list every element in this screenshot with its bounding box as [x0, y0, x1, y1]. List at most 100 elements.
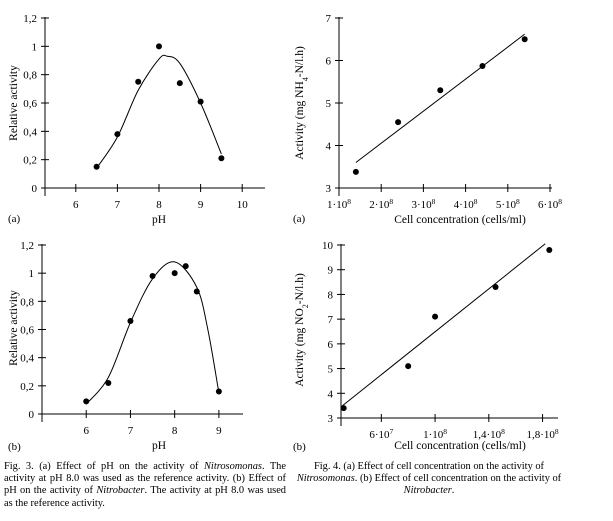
x-tick-label: 5·108 [496, 197, 520, 212]
y-tick-label: 0,8 [20, 296, 34, 308]
data-point [437, 87, 444, 94]
data-point [156, 43, 162, 50]
x-tick-label: 2·108 [369, 197, 393, 212]
data-point [546, 246, 553, 253]
x-axis-label: pH [152, 214, 166, 226]
y-tick-label: 0,8 [23, 70, 37, 82]
data-point [521, 36, 528, 43]
y-tick-label: 1 [29, 268, 35, 280]
data-point [93, 163, 100, 170]
x-tick-label: 9 [198, 199, 204, 211]
data-point [352, 168, 359, 175]
caption-organism: Nitrosomonas [296, 473, 355, 485]
regression-line [355, 33, 525, 163]
y-tick-label: 3 [326, 183, 332, 195]
x-tick-label: 3·108 [411, 197, 435, 212]
y-tick-label: 0,4 [20, 353, 34, 365]
y-tick-label: 4 [328, 388, 334, 400]
caption-text: . [451, 485, 455, 497]
y-tick-label: 1 [32, 41, 38, 53]
x-tick-label: 1·108 [327, 197, 351, 212]
y-tick-label: 0 [32, 183, 38, 195]
y-tick-label: 1,2 [20, 240, 34, 252]
y-tick-label: 0,6 [23, 98, 37, 110]
data-point [149, 272, 156, 279]
data-point [197, 98, 204, 105]
caption-text: Fig. 4. (a) Effect of cell concentration… [313, 461, 545, 472]
caption-organism: Nitrobacter [96, 485, 145, 497]
panel-label: (a) [8, 213, 21, 225]
x-tick-label: 9 [216, 425, 222, 437]
panel-label: (b) [8, 441, 21, 453]
x-tick-label: 1,8·108 [526, 427, 558, 442]
y-tick-label: 6 [326, 56, 332, 68]
data-point [176, 80, 183, 87]
data-point [215, 388, 222, 395]
caption-organism: Nitrosomonas [204, 461, 262, 472]
x-tick-label: 8 [172, 425, 178, 437]
data-point [193, 288, 200, 295]
x-tick-label: 8 [156, 199, 162, 211]
y-tick-label: 0,6 [20, 325, 34, 337]
y-tick-label: 0,4 [23, 126, 37, 138]
y-axis-label: Activity (mg NH4-N/l.h) [294, 46, 310, 160]
y-tick-label: 6 [328, 339, 334, 351]
data-point [395, 119, 402, 126]
data-point [105, 380, 112, 387]
x-tick-label: 4·108 [454, 197, 478, 212]
data-point [405, 363, 412, 370]
x-tick-label: 6·107 [369, 427, 393, 442]
y-tick-label: 5 [328, 364, 334, 376]
regression-line [340, 243, 546, 408]
y-tick-label: 10 [322, 240, 334, 252]
y-axis-label: Activity (mg NO2-N/l.h) [294, 273, 310, 387]
data-point [182, 263, 189, 270]
data-point [135, 78, 142, 85]
y-tick-label: 0 [29, 409, 35, 421]
y-tick-label: 9 [328, 265, 334, 277]
data-point [83, 398, 90, 405]
data-point [218, 155, 225, 162]
chart-fig3b: 0 0,2 0,4 0,6 0,8 1 1,2 6 7 8 9 pH Relative activity… [8, 240, 243, 453]
caption-text: Fig. 3. (a) Effect of pH on the activity… [4, 461, 204, 472]
y-tick-label: 5 [326, 98, 332, 110]
data-point [432, 313, 439, 320]
x-tick-label: 7 [115, 199, 121, 211]
x-tick-label: 6 [83, 425, 89, 437]
y-tick-label: 0,2 [20, 381, 34, 393]
x-tick-label: 7 [128, 425, 134, 437]
data-point [127, 318, 134, 325]
figure-3-caption: Fig. 3. (a) Effect of pH on the activity… [4, 461, 286, 510]
y-axis-label: Relative activity [8, 65, 20, 141]
x-axis-label: Cell concentration (cells/ml) [394, 214, 526, 226]
x-tick-label: 1·108 [423, 427, 447, 442]
y-tick-label: 4 [326, 141, 332, 153]
x-axis-label: pH [152, 440, 166, 452]
x-tick-label: 1,4·108 [473, 427, 505, 442]
chart-fig3a: 0 0,2 0,4 0,6 0,8 1 1,2 6 7 8 9 10 pH Relative activi… [8, 13, 265, 226]
figure-4-caption: Fig. 4. (a) Effect of cell concentration… [290, 461, 568, 498]
x-tick-label: 10 [237, 199, 249, 211]
y-tick-label: 0,2 [23, 155, 37, 167]
data-point [114, 131, 121, 138]
y-tick-label: 1,2 [23, 13, 37, 25]
x-tick-label: 6·108 [538, 197, 562, 212]
chart-fig4a: 3 4 5 6 7 1·108 2·108 3·108 4·108 5·108 6·108 Cell … [293, 13, 562, 226]
caption-text: . The activity at pH 8.0 was used as the… [4, 485, 286, 509]
caption-text: . The activity at pH 8.0 was used as the… [4, 461, 286, 497]
data-point [340, 405, 347, 412]
fitted-curve [85, 261, 220, 405]
data-point [479, 63, 486, 70]
x-axis-label: Cell concentration (cells/ml) [394, 440, 526, 452]
caption-organism: Nitrobacter [403, 485, 452, 497]
fitted-curve [96, 54, 222, 169]
y-tick-label: 3 [328, 413, 334, 425]
y-tick-label: 7 [328, 314, 334, 326]
y-tick-label: 8 [328, 289, 334, 301]
y-tick-label: 7 [326, 13, 332, 25]
data-point [492, 284, 499, 291]
x-tick-label: 6 [73, 199, 79, 211]
panel-label: (a) [293, 213, 306, 225]
